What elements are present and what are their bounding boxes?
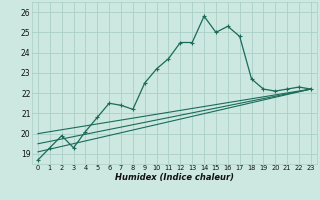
X-axis label: Humidex (Indice chaleur): Humidex (Indice chaleur) [115,173,234,182]
